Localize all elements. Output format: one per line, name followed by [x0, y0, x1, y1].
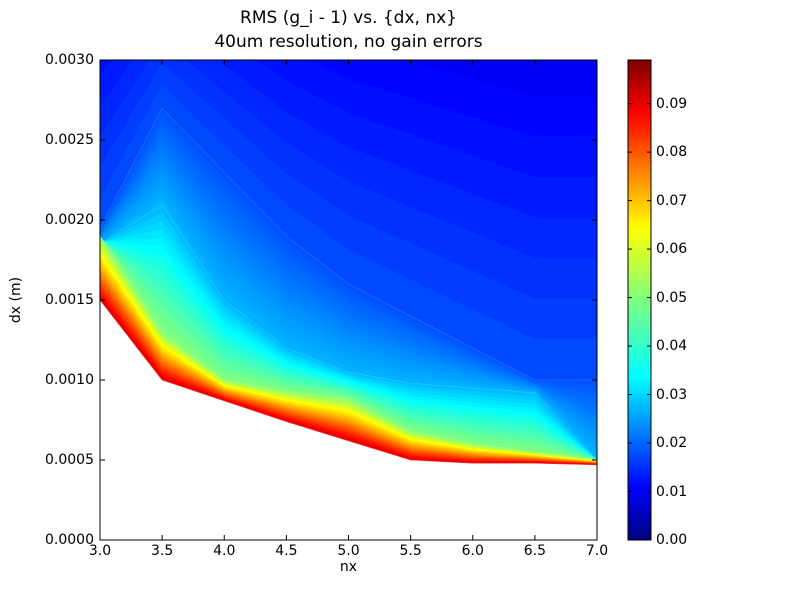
colorbar-tick-label: 0.01 — [656, 483, 688, 500]
y-tick-label: 0.0005 — [45, 452, 94, 468]
x-tick-label: 3.5 — [150, 543, 174, 559]
x-tick-label: 4.0 — [213, 543, 236, 559]
colorbar-tick-label: 0.07 — [656, 192, 688, 209]
y-tick-label: 0.0020 — [45, 212, 94, 228]
contour-band — [100, 60, 597, 178]
colorbar-tick-label: 0.09 — [656, 95, 688, 112]
colorbar-tick-label: 0.03 — [656, 386, 688, 403]
y-tick-label: 0.0025 — [45, 132, 94, 148]
contour-line — [100, 203, 597, 461]
x-tick-label: 5.0 — [337, 543, 360, 559]
y-tick-label: 0.0015 — [45, 292, 94, 308]
contour-band — [100, 295, 597, 466]
colorbar-tick-label: 0.02 — [656, 435, 688, 452]
contour-band — [401, 60, 597, 97]
colorbar-tick-label: 0.04 — [656, 338, 688, 355]
chart-subtitle: 40um resolution, no gain errors — [214, 32, 483, 52]
chart-title: RMS (g_i - 1) vs. {dx, nx} — [240, 8, 457, 28]
axis-ticks — [99, 59, 598, 541]
contour-line — [100, 235, 597, 461]
y-tick-label: 0.0000 — [45, 532, 94, 548]
colorbar — [627, 59, 652, 541]
colorbar-tick-label: 0.06 — [656, 241, 688, 258]
x-tick-label: 3.0 — [88, 543, 112, 559]
colorbar-ticks — [628, 103, 651, 541]
x-tick-label: 4.5 — [275, 543, 298, 559]
y-tick-label: 0.0010 — [45, 372, 94, 388]
contour-line — [100, 299, 597, 466]
contour-band — [306, 60, 597, 138]
x-tick-label: 7.0 — [585, 543, 609, 559]
x-tick-label: 5.5 — [399, 543, 422, 559]
colorbar-tick-label: 0.00 — [656, 532, 688, 548]
colorbar-tick-label: 0.05 — [656, 289, 688, 306]
x-tick-label: 6.5 — [523, 543, 546, 559]
x-axis-label: nx — [339, 559, 358, 575]
x-tick-label: 6.0 — [461, 543, 484, 559]
contour-plot-area — [100, 60, 597, 540]
y-tick-label: 0.0030 — [45, 52, 94, 68]
colorbar-tick-label: 0.08 — [656, 144, 688, 161]
contour-line — [100, 107, 597, 381]
y-axis-label: dx (m) — [8, 276, 24, 324]
